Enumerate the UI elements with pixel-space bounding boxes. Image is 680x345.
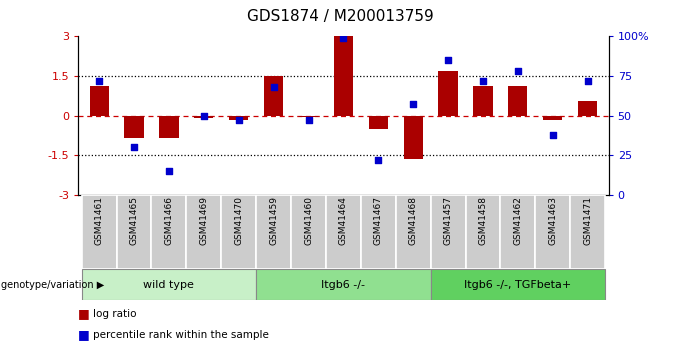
- Point: [94, 78, 105, 83]
- Text: GSM41460: GSM41460: [304, 196, 313, 245]
- Bar: [256, 269, 430, 300]
- Point: [547, 132, 558, 137]
- Bar: [291, 195, 326, 269]
- Bar: [256, 195, 291, 269]
- Text: percentile rank within the sample: percentile rank within the sample: [93, 330, 269, 339]
- Text: ■: ■: [78, 307, 90, 321]
- Bar: [430, 195, 466, 269]
- Text: GSM41466: GSM41466: [165, 196, 173, 245]
- Text: ■: ■: [78, 328, 90, 341]
- Point: [477, 78, 488, 83]
- Bar: [186, 195, 221, 269]
- Text: genotype/variation ▶: genotype/variation ▶: [1, 280, 105, 289]
- Bar: [116, 195, 152, 269]
- Point: [443, 57, 454, 63]
- Bar: [535, 195, 571, 269]
- Text: log ratio: log ratio: [93, 309, 137, 319]
- Text: GSM41461: GSM41461: [95, 196, 103, 245]
- Bar: [90, 87, 109, 116]
- Bar: [334, 36, 353, 116]
- Bar: [571, 195, 605, 269]
- Bar: [543, 116, 562, 119]
- Bar: [439, 71, 458, 116]
- Point: [199, 113, 209, 118]
- Point: [233, 118, 244, 123]
- Text: GSM41457: GSM41457: [443, 196, 453, 245]
- Bar: [124, 116, 143, 138]
- Bar: [82, 195, 116, 269]
- Bar: [326, 195, 361, 269]
- Bar: [508, 87, 528, 116]
- Bar: [500, 195, 535, 269]
- Text: GSM41469: GSM41469: [199, 196, 208, 245]
- Point: [303, 118, 314, 123]
- Text: GSM41463: GSM41463: [548, 196, 558, 245]
- Bar: [466, 195, 500, 269]
- Bar: [473, 87, 492, 116]
- Text: GSM41459: GSM41459: [269, 196, 278, 245]
- Bar: [82, 269, 256, 300]
- Bar: [578, 101, 597, 116]
- Bar: [361, 195, 396, 269]
- Text: GSM41467: GSM41467: [374, 196, 383, 245]
- Bar: [264, 76, 283, 116]
- Bar: [396, 195, 430, 269]
- Text: Itgb6 -/-: Itgb6 -/-: [322, 280, 365, 289]
- Point: [163, 168, 174, 174]
- Bar: [229, 116, 248, 120]
- Text: GDS1874 / M200013759: GDS1874 / M200013759: [247, 9, 433, 23]
- Text: GSM41462: GSM41462: [513, 196, 522, 245]
- Bar: [430, 269, 605, 300]
- Point: [338, 35, 349, 41]
- Point: [129, 145, 139, 150]
- Text: GSM41470: GSM41470: [234, 196, 243, 245]
- Text: GSM41471: GSM41471: [583, 196, 592, 245]
- Point: [513, 68, 524, 74]
- Bar: [404, 116, 423, 159]
- Text: GSM41458: GSM41458: [479, 196, 488, 245]
- Text: GSM41465: GSM41465: [129, 196, 139, 245]
- Bar: [194, 116, 214, 118]
- Bar: [159, 116, 179, 138]
- Point: [582, 78, 593, 83]
- Text: GSM41468: GSM41468: [409, 196, 418, 245]
- Point: [268, 84, 279, 90]
- Bar: [152, 195, 186, 269]
- Text: wild type: wild type: [143, 280, 194, 289]
- Point: [408, 102, 419, 107]
- Point: [373, 157, 384, 163]
- Bar: [299, 116, 318, 117]
- Bar: [369, 116, 388, 129]
- Text: GSM41464: GSM41464: [339, 196, 348, 245]
- Bar: [221, 195, 256, 269]
- Text: Itgb6 -/-, TGFbeta+: Itgb6 -/-, TGFbeta+: [464, 280, 571, 289]
